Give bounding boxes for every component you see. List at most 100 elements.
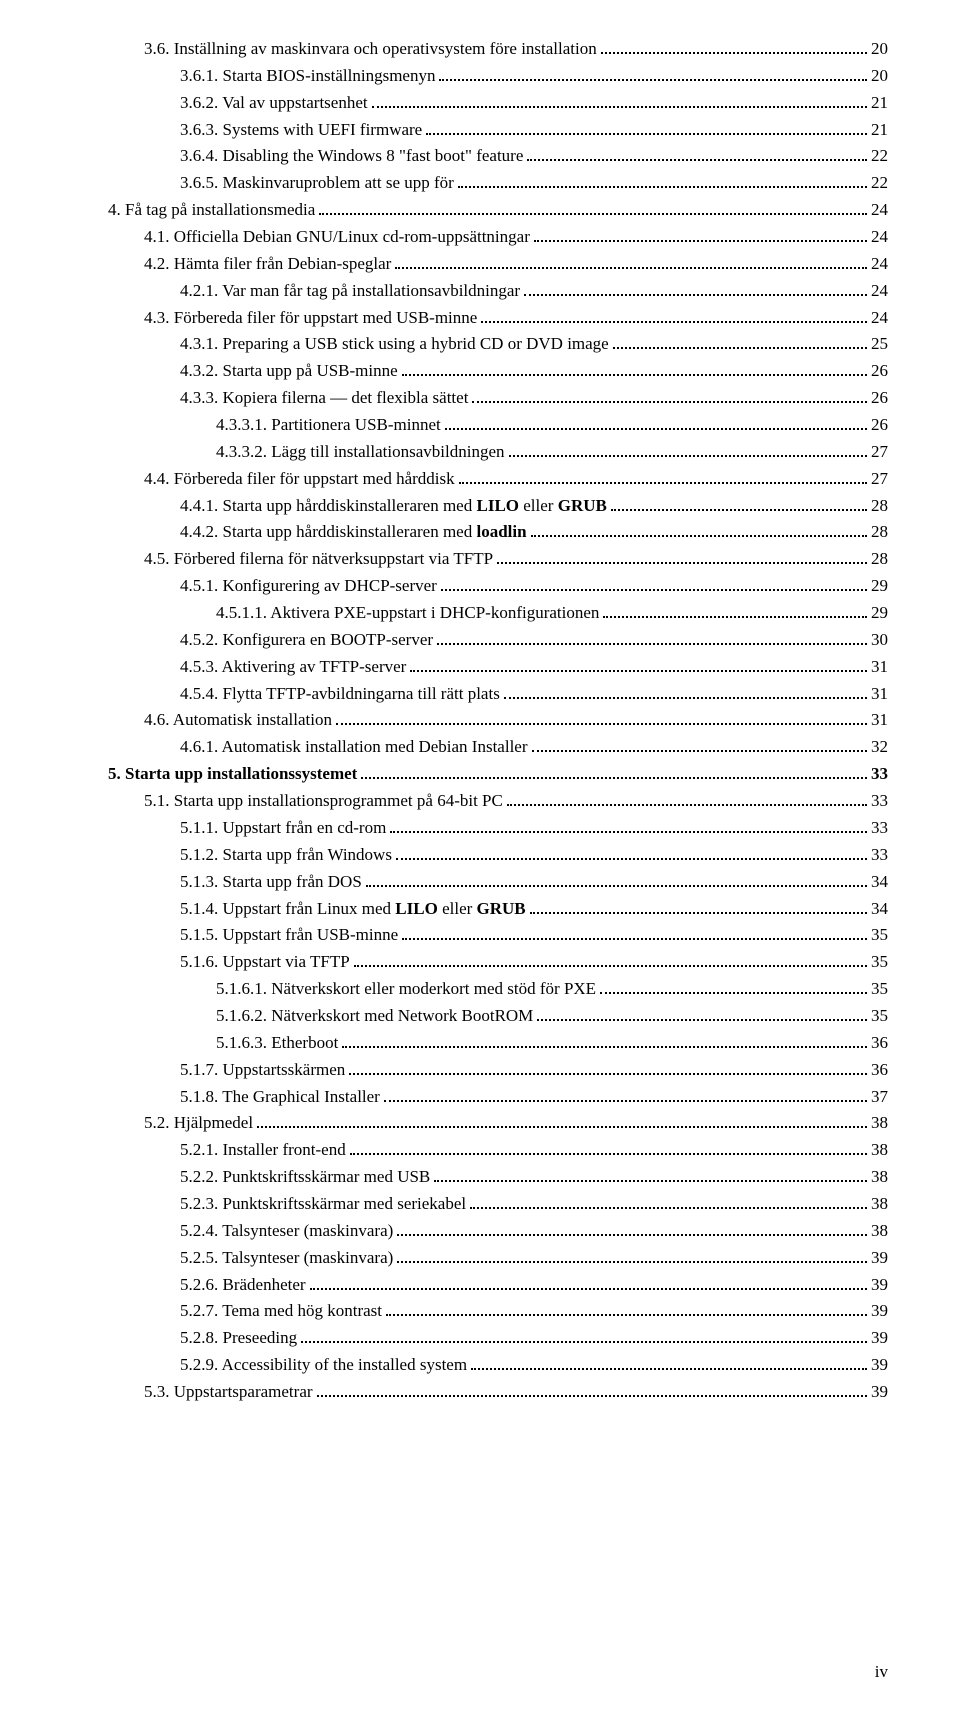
toc-label: 3.6. Inställning av maskinvara och opera… bbox=[144, 36, 597, 63]
toc-entry: 3.6.2. Val av uppstartsenhet21 bbox=[72, 90, 888, 117]
toc-leader-dots bbox=[349, 1059, 867, 1075]
toc-label: 5.2.8. Preseeding bbox=[180, 1325, 297, 1352]
toc-leader-dots bbox=[366, 871, 867, 887]
toc-label: 5.1.6.3. Etherboot bbox=[216, 1030, 338, 1057]
toc-leader-dots bbox=[458, 173, 867, 189]
toc-leader-dots bbox=[397, 1247, 867, 1263]
toc-entry: 4.3. Förbereda filer för uppstart med US… bbox=[72, 305, 888, 332]
toc-leader-dots bbox=[434, 1167, 867, 1183]
toc-entry: 3.6.4. Disabling the Windows 8 "fast boo… bbox=[72, 143, 888, 170]
toc-leader-dots bbox=[310, 1274, 867, 1290]
toc-page-number: 24 bbox=[871, 251, 888, 278]
toc-page-number: 36 bbox=[871, 1057, 888, 1084]
toc-leader-dots bbox=[613, 334, 867, 350]
toc-page-number: 28 bbox=[871, 519, 888, 546]
toc-page-number: 35 bbox=[871, 1003, 888, 1030]
toc-label: 5.2. Hjälpmedel bbox=[144, 1110, 253, 1137]
toc-label: 5.2.1. Installer front-end bbox=[180, 1137, 346, 1164]
toc-page-number: 38 bbox=[871, 1164, 888, 1191]
toc-entry: 4.6. Automatisk installation 31 bbox=[72, 707, 888, 734]
toc-entry: 5.2. Hjälpmedel38 bbox=[72, 1110, 888, 1137]
toc-entry: 4.5.1. Konfigurering av DHCP-server 29 bbox=[72, 573, 888, 600]
toc-page-number: 24 bbox=[871, 224, 888, 251]
toc-label: 4.2. Hämta filer från Debian-speglar bbox=[144, 251, 391, 278]
toc-page-number: 29 bbox=[871, 600, 888, 627]
toc-entry: 5.2.6. Brädenheter39 bbox=[72, 1272, 888, 1299]
toc-page-number: 26 bbox=[871, 385, 888, 412]
toc-entry: 5.1.8. The Graphical Installer37 bbox=[72, 1084, 888, 1111]
toc-leader-dots bbox=[611, 495, 867, 511]
toc-page-number: 27 bbox=[871, 439, 888, 466]
toc-page-number: 31 bbox=[871, 707, 888, 734]
toc-label: 5.2.4. Talsynteser (maskinvara) bbox=[180, 1218, 393, 1245]
toc-entry: 4.5.3. Aktivering av TFTP-server31 bbox=[72, 654, 888, 681]
toc-leader-dots bbox=[354, 952, 867, 968]
toc-leader-dots bbox=[530, 898, 867, 914]
toc-leader-dots bbox=[537, 1005, 867, 1021]
toc-label: 4.2.1. Var man får tag på installationsa… bbox=[180, 278, 520, 305]
toc-page-number: 30 bbox=[871, 627, 888, 654]
toc-leader-dots bbox=[390, 817, 867, 833]
toc-entry: 5.1.6. Uppstart via TFTP35 bbox=[72, 949, 888, 976]
toc-page-number: 33 bbox=[871, 842, 888, 869]
toc-leader-dots bbox=[497, 549, 867, 565]
toc-page-number: 32 bbox=[871, 734, 888, 761]
toc-entry: 4.3.1. Preparing a USB stick using a hyb… bbox=[72, 331, 888, 358]
toc-leader-dots bbox=[507, 790, 867, 806]
toc-label: 4.6. Automatisk installation bbox=[144, 707, 332, 734]
toc-entry: 4.3.3. Kopiera filerna — det flexibla sä… bbox=[72, 385, 888, 412]
toc-page-number: 26 bbox=[871, 412, 888, 439]
toc-entry: 5.2.1. Installer front-end38 bbox=[72, 1137, 888, 1164]
toc-entry: 4.1. Officiella Debian GNU/Linux cd-rom-… bbox=[72, 224, 888, 251]
toc-leader-dots bbox=[601, 38, 867, 54]
toc-leader-dots bbox=[532, 737, 868, 753]
toc-leader-dots bbox=[509, 441, 868, 457]
toc-entry: 4.2.1. Var man får tag på installationsa… bbox=[72, 278, 888, 305]
toc-label: 4.5. Förbered filerna för nätverksuppsta… bbox=[144, 546, 493, 573]
toc-label: 5.1.1. Uppstart från en cd-rom bbox=[180, 815, 386, 842]
toc-entry: 5.1.6.1. Nätverkskort eller moderkort me… bbox=[72, 976, 888, 1003]
toc-leader-dots bbox=[534, 226, 867, 242]
toc-entry: 4. Få tag på installationsmedia24 bbox=[72, 197, 888, 224]
toc-label: 5.1.6.1. Nätverkskort eller moderkort me… bbox=[216, 976, 596, 1003]
toc-label: 5.2.9. Accessibility of the installed sy… bbox=[180, 1352, 467, 1379]
toc-label: 4. Få tag på installationsmedia bbox=[108, 197, 315, 224]
toc-page-number: 20 bbox=[871, 63, 888, 90]
toc-page-number: 38 bbox=[871, 1218, 888, 1245]
toc-label: 4.5.1. Konfigurering av DHCP-server bbox=[180, 573, 437, 600]
toc-page-number: 35 bbox=[871, 949, 888, 976]
toc-leader-dots bbox=[603, 602, 867, 618]
toc-leader-dots bbox=[319, 200, 867, 216]
toc-leader-dots bbox=[439, 65, 867, 81]
toc-page-number: 24 bbox=[871, 305, 888, 332]
toc-entry: 4.6.1. Automatisk installation med Debia… bbox=[72, 734, 888, 761]
toc-leader-dots bbox=[257, 1113, 867, 1129]
toc-page-number: 33 bbox=[871, 815, 888, 842]
toc-leader-dots bbox=[402, 925, 867, 941]
toc-leader-dots bbox=[342, 1032, 867, 1048]
toc-label: 4.5.2. Konfigurera en BOOTP-server bbox=[180, 627, 433, 654]
toc-entry: 3.6.1. Starta BIOS-inställningsmenyn20 bbox=[72, 63, 888, 90]
toc-entry: 5.2.7. Tema med hög kontrast39 bbox=[72, 1298, 888, 1325]
toc-entry: 5.2.9. Accessibility of the installed sy… bbox=[72, 1352, 888, 1379]
toc-leader-dots bbox=[504, 683, 867, 699]
toc-label: 5.1.4. Uppstart från Linux med LILO elle… bbox=[180, 896, 526, 923]
toc-page-number: 29 bbox=[871, 573, 888, 600]
toc-entry: 4.3.3.1. Partitionera USB-minnet26 bbox=[72, 412, 888, 439]
toc-entry: 5.1.1. Uppstart från en cd-rom 33 bbox=[72, 815, 888, 842]
toc-leader-dots bbox=[396, 844, 867, 860]
toc-page-number: 39 bbox=[871, 1245, 888, 1272]
toc-label: 5.1.8. The Graphical Installer bbox=[180, 1084, 380, 1111]
toc-page-number: 22 bbox=[871, 143, 888, 170]
toc-leader-dots bbox=[336, 710, 867, 726]
toc-entry: 5.1.6.3. Etherboot36 bbox=[72, 1030, 888, 1057]
toc-leader-dots bbox=[471, 1355, 867, 1371]
toc-label: 4.4.1. Starta upp hårddiskinstalleraren … bbox=[180, 493, 607, 520]
toc-label: 3.6.3. Systems with UEFI firmware bbox=[180, 117, 422, 144]
toc-page-number: 21 bbox=[871, 117, 888, 144]
page-number: iv bbox=[875, 1662, 888, 1682]
toc-leader-dots bbox=[386, 1301, 867, 1317]
toc-page-number: 35 bbox=[871, 976, 888, 1003]
toc-label: 4.5.1.1. Aktivera PXE-uppstart i DHCP-ko… bbox=[216, 600, 599, 627]
toc-label: 4.5.4. Flytta TFTP-avbildningarna till r… bbox=[180, 681, 500, 708]
